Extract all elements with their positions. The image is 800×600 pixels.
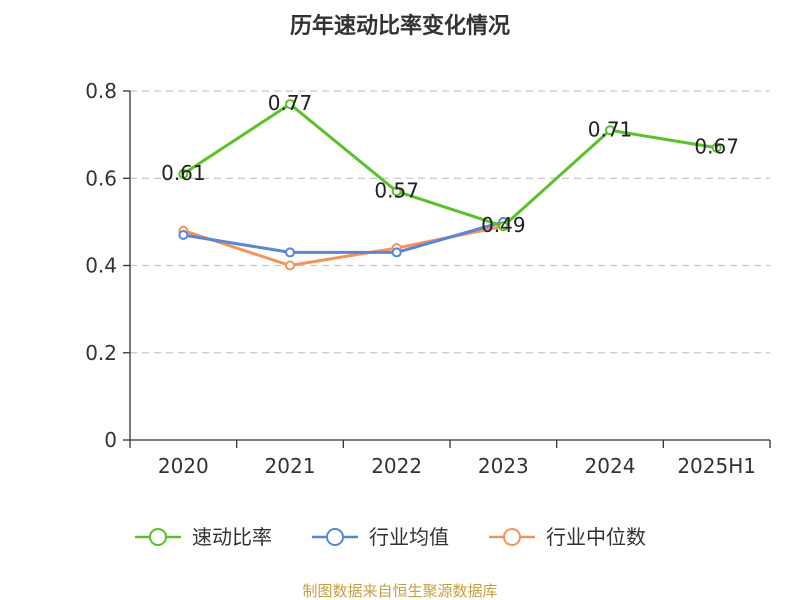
legend-marker <box>326 528 344 546</box>
axes: 0 0.2 0.4 0.6 0.8 2020 2021 2022 2023 2024 2025H1 <box>85 79 771 478</box>
y-tick-label: 0.2 <box>85 341 117 365</box>
legend-label: 行业中位数 <box>546 525 646 549</box>
legend-item[interactable]: 行业中位数 <box>489 525 646 549</box>
series-line <box>182 102 717 228</box>
x-tick-label: 2022 <box>371 454 422 478</box>
series-line <box>183 220 504 254</box>
y-tick-label: 0.8 <box>85 79 117 103</box>
series-line <box>182 224 504 267</box>
legend-label: 速动比率 <box>192 525 272 549</box>
data-point <box>285 99 295 110</box>
y-tick-label: 0.6 <box>85 166 117 190</box>
y-tick-label: 0.4 <box>85 254 117 278</box>
data-label: 0.67 <box>694 135 739 159</box>
x-tick-label: 2020 <box>158 454 209 478</box>
data-point <box>391 186 402 197</box>
data-point <box>285 260 295 271</box>
data-label: 0.71 <box>588 117 633 141</box>
x-tick-label: 2024 <box>585 454 636 478</box>
source-note: 制图数据来自恒生聚源数据库 <box>302 582 497 600</box>
data-point <box>178 168 189 179</box>
x-tick-label: 2021 <box>265 454 316 478</box>
data-label: 0.77 <box>268 91 313 115</box>
x-tick-label: 2025H1 <box>677 454 756 478</box>
data-point <box>391 247 402 258</box>
data-point <box>178 229 189 240</box>
legend-item[interactable]: 速动比率 <box>135 525 272 549</box>
legend-item[interactable]: 行业均值 <box>312 525 449 549</box>
data-point <box>285 247 295 258</box>
data-label: 0.57 <box>374 178 419 202</box>
legend-marker <box>149 528 167 546</box>
series-layer <box>178 99 722 271</box>
data-label: 0.61 <box>161 161 206 185</box>
data-label: 0.49 <box>481 213 526 237</box>
y-tick-label: 0 <box>104 428 117 452</box>
data-labels: 0.61 0.77 0.57 0.49 0.71 0.67 <box>161 91 739 237</box>
legend[interactable]: 速动比率 行业均值 行业中位数 <box>135 525 646 549</box>
legend-marker <box>503 528 521 546</box>
grid-lines <box>130 90 770 354</box>
data-point <box>498 221 509 232</box>
chart-title: 历年速动比率变化情况 <box>290 13 510 39</box>
data-point <box>711 142 722 153</box>
data-point <box>605 125 615 136</box>
legend-label: 行业均值 <box>369 525 449 549</box>
x-tick-label: 2023 <box>478 454 529 478</box>
